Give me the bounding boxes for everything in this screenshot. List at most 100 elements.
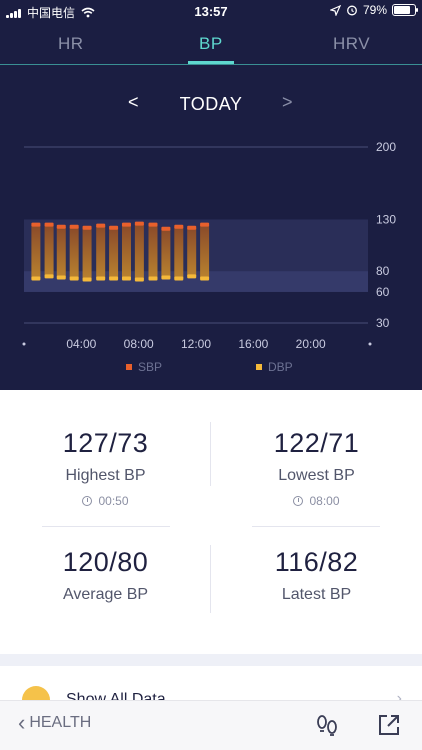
sbp-cap [200,222,210,227]
tab-bp[interactable]: BP [199,34,223,53]
section-separator [0,654,422,666]
back-button[interactable]: ‹ HEALTH [18,710,92,735]
dbp-cap [109,276,119,281]
stats-vertical-divider [210,545,211,613]
tab-hrv[interactable]: HRV [333,34,371,53]
bp-bar [56,226,66,278]
dbp-cap [174,276,184,281]
dbp-cap [134,277,144,282]
x-tick-label: 20:00 [296,337,326,351]
tabs-divider [0,64,422,65]
dbp-cap [44,274,54,279]
bp-bar [109,227,119,279]
bp-summary: 127/73 Highest BP 00:50 122/71 Lowest BP… [0,390,422,654]
x-tick-label: 12:00 [181,337,211,351]
stats-vertical-divider [210,422,211,486]
bp-bar [174,226,184,279]
bp-bar [161,228,171,278]
dbp-cap [69,276,79,281]
previous-day-button[interactable]: < [128,92,139,112]
dbp-cap [161,275,171,280]
bp-bar [148,224,158,279]
lowest-bp-value: 122/71 [273,428,360,458]
legend-label-dbp: DBP [268,360,293,374]
bp-bar [31,224,41,279]
clock-icon [82,496,93,506]
sbp-cap [187,225,197,230]
x-tick-label: 08:00 [124,337,154,351]
chevron-right-icon: › [396,690,402,707]
stat-lowest: 122/71 Lowest BP 08:00 [211,428,422,508]
cell-signal-icon [6,8,21,18]
battery-percent: 79% [362,3,387,17]
back-label: HEALTH [29,714,92,731]
dbp-cap [96,276,106,281]
bp-bar [200,224,210,279]
sbp-cap [96,223,106,228]
dbp-cap [82,277,92,282]
stats-divider-left [42,526,170,527]
lowest-bp-label: Lowest BP [278,467,355,484]
sbp-cap [174,224,184,229]
sbp-cap [31,222,41,227]
sbp-cap [121,222,131,227]
active-tab-indicator [188,61,234,64]
y-tick-label: 80 [376,264,390,278]
bp-bar [44,224,54,277]
y-tick-label: 30 [376,316,390,330]
dbp-cap [56,275,66,280]
lowest-bp-time-text: 08:00 [309,494,340,508]
sbp-cap [134,221,144,226]
sbp-cap [161,226,171,231]
sbp-cap [82,225,92,230]
bp-bar-chart[interactable]: 200 130 80 60 30 04:00 08:00 12:00 16:00 20:00 [0,130,422,355]
y-tick-label: 60 [376,285,390,299]
metric-tabs: HR BP HRV [0,26,422,66]
next-day-button[interactable]: > [282,92,293,112]
sbp-cap [44,222,54,227]
dbp-cap [200,276,210,281]
dbp-cap [31,276,41,281]
average-bp-label: Average BP [62,586,149,603]
bottom-bar: ‹ HEALTH [0,700,422,750]
y-tick-label: 130 [376,212,396,226]
legend-item-dbp: DBP [256,360,293,374]
legend-label-sbp: SBP [138,360,163,374]
wifi-icon [81,7,95,18]
footprints-icon[interactable] [314,712,340,738]
latest-bp-label: Latest BP [281,586,352,603]
dbp-cap [121,276,131,281]
x-tick-label: 04:00 [66,337,96,351]
dbp-cap [187,274,197,279]
alarm-icon [347,5,357,16]
stats-divider-right [252,526,380,527]
stat-average: 120/80 Average BP [0,547,211,604]
bp-bar [96,225,106,279]
bp-bar [121,224,131,279]
day-title: TODAY [179,94,243,114]
dbp-cap [148,276,158,281]
latest-bp-value: 116/82 [274,547,359,577]
chevron-left-icon: ‹ [18,710,26,735]
highest-bp-value: 127/73 [62,428,149,458]
day-navigator: < TODAY > [0,92,422,118]
status-time: 13:57 [194,4,228,19]
bp-chart-panel: 中国电信 13:57 79% HR BP HRV < TOD [0,0,422,390]
clock-icon [293,496,304,506]
bp-bar [134,223,144,280]
x-axis-end-dot [368,342,372,346]
bp-bar [187,227,197,277]
chart-legend: SBP DBP [0,360,422,376]
y-tick-label: 200 [376,140,396,154]
bp-bar [69,226,79,279]
status-bar: 中国电信 13:57 79% [0,0,422,24]
tab-hr[interactable]: HR [58,34,84,53]
location-arrow-icon [329,4,341,16]
carrier-label: 中国电信 [27,6,76,20]
battery-icon [392,4,418,16]
sbp-swatch [126,364,132,370]
average-bp-value: 120/80 [62,547,149,577]
share-icon[interactable] [376,712,402,738]
sbp-cap [69,224,79,229]
dbp-swatch [256,364,262,370]
